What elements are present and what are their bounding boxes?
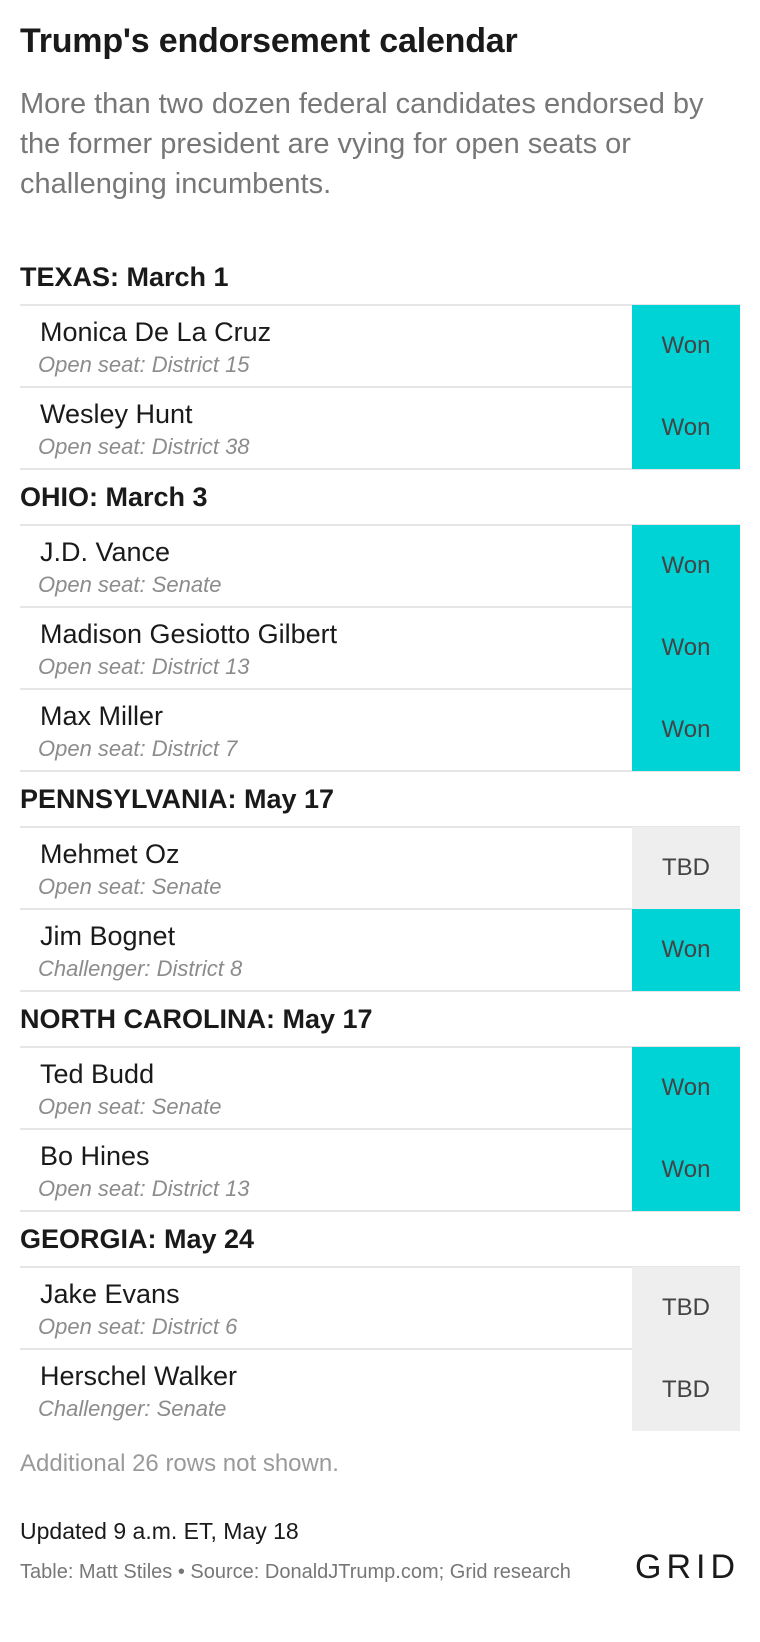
seat-type: Open seat: Senate [38,874,222,899]
state-group-header: TEXAS: March 1 [20,250,740,306]
seat-type: Open seat: District 13 [38,1176,250,1201]
table-row: Monica De La Cruz Open seat: District 15 W… [20,305,740,388]
chart-title: Trump's endorsement calendar [20,22,518,60]
candidate-name: Max Miller [40,701,164,731]
table-row: Wesley Hunt Open seat: District 38 Won [20,387,740,470]
state-group-header: PENNSYLVANIA: May 17 [20,772,740,828]
candidate-name: Herschel Walker [40,1361,238,1391]
seat-type: Challenger: District 8 [38,956,243,981]
candidate-name: Ted Budd [40,1059,155,1089]
seat-type: Open seat: District 15 [38,352,250,377]
seat-type: Open seat: Senate [38,572,222,597]
state-group-header: OHIO: March 3 [20,470,740,526]
status-badge: TBD [632,827,740,909]
table-row: Madison Gesiotto Gilbert Open seat: Distr… [20,607,740,690]
table-row: Bo Hines Open seat: District 13 Won [20,1129,740,1212]
status-badge: Won [632,1129,740,1211]
seat-type: Open seat: District 38 [38,434,250,459]
candidate-name: Monica De La Cruz [40,317,272,347]
state-group-header: NORTH CAROLINA: May 17 [20,992,740,1048]
table-row: Mehmet Oz Open seat: Senate TBD [20,827,740,910]
status-badge: Won [632,607,740,689]
candidate-name: Madison Gesiotto Gilbert [40,619,338,649]
seat-type: Open seat: District 7 [38,736,238,761]
state-group-header: GEORGIA: May 24 [20,1212,740,1268]
candidate-name: Mehmet Oz [40,839,180,869]
seat-type: Open seat: District 13 [38,654,250,679]
chart-subtitle: More than two dozen federal candidates e… [20,88,704,200]
status-badge: Won [632,909,740,991]
table-row: J.D. Vance Open seat: Senate Won [20,525,740,608]
candidate-name: Jim Bognet [40,921,176,951]
status-badge: Won [632,689,740,771]
table-row: Jim Bognet Challenger: District 8 Won [20,909,740,992]
source-credit: Table: Matt Stiles • Source: DonaldJTrum… [20,1561,571,1583]
seat-type: Open seat: District 6 [38,1314,238,1339]
status-badge: Won [632,305,740,387]
candidate-name: Jake Evans [40,1279,180,1309]
table-row: Jake Evans Open seat: District 6 TBD [20,1267,740,1350]
status-badge: TBD [632,1349,740,1431]
candidate-name: J.D. Vance [40,537,171,567]
table-row: Ted Budd Open seat: Senate Won [20,1047,740,1130]
status-badge: Won [632,525,740,607]
candidate-name: Wesley Hunt [40,399,193,429]
candidate-name: Bo Hines [40,1141,150,1171]
updated-timestamp: Updated 9 a.m. ET, May 18 [20,1518,299,1544]
status-badge: Won [632,387,740,469]
table-row: Max Miller Open seat: District 7 Won [20,689,740,772]
grid-logo: GRID [635,1548,740,1586]
seat-type: Challenger: Senate [38,1396,227,1421]
seat-type: Open seat: Senate [38,1094,222,1119]
table-row: Herschel Walker Challenger: Senate TBD [20,1349,740,1432]
status-badge: TBD [632,1267,740,1349]
status-badge: Won [632,1047,740,1129]
endorsement-table: TEXAS: March 1 Monica De La Cruz Open seat… [20,250,740,1432]
rows-not-shown-note: Additional 26 rows not shown. [20,1450,339,1477]
